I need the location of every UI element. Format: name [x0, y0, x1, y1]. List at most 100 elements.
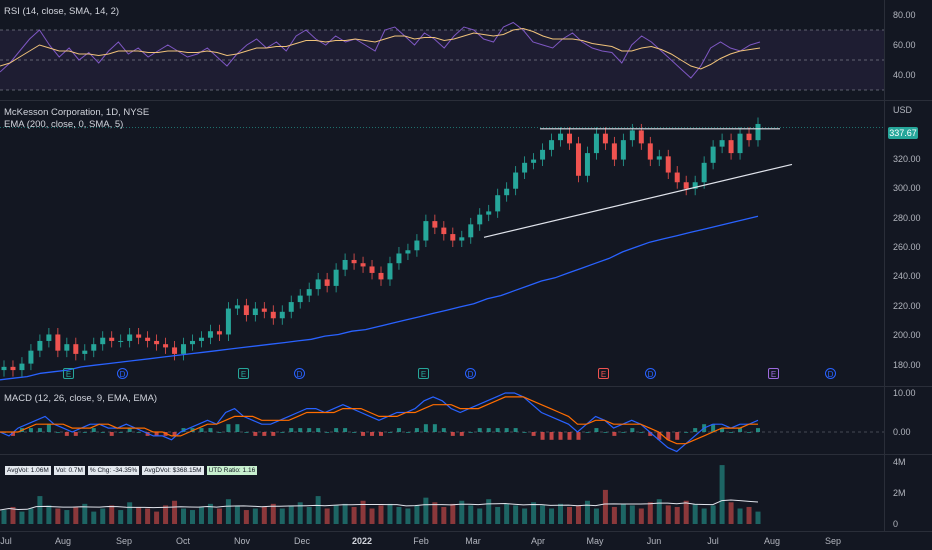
macd-histogram-bar	[361, 432, 366, 436]
earnings-marker[interactable]: E	[768, 368, 779, 379]
macd-histogram-bar	[711, 424, 716, 432]
macd-histogram-bar	[450, 432, 455, 436]
macd-histogram-bar	[325, 432, 330, 433]
candle-body	[28, 350, 34, 364]
candle-body	[405, 250, 411, 254]
candle-body	[1, 366, 7, 371]
candle-body	[522, 162, 528, 173]
pane-divider[interactable]	[0, 386, 932, 387]
candle-body	[306, 289, 312, 296]
volume-bar	[755, 511, 761, 524]
volume-bar	[136, 506, 142, 524]
rsi-tick: 40.00	[893, 70, 916, 80]
volume-bar	[540, 505, 546, 524]
macd-histogram-bar	[307, 428, 312, 432]
candle-body	[432, 221, 438, 228]
macd-histogram-bar	[585, 432, 590, 433]
volume-bar	[288, 505, 294, 524]
volume-bar	[405, 508, 411, 524]
candle-body	[46, 334, 52, 341]
volume-bar	[432, 502, 438, 524]
volume-bar	[10, 506, 16, 524]
volume-bar	[225, 499, 231, 524]
volume-bar	[46, 505, 52, 524]
time-tick: Apr	[530, 536, 546, 546]
volume-bar	[486, 499, 492, 524]
candle-body	[342, 259, 348, 270]
volume-bar	[656, 499, 662, 524]
macd-histogram-bar	[414, 428, 419, 432]
symbol-title: McKesson Corporation, 1D, NYSE	[4, 107, 150, 118]
volume-bar	[629, 505, 635, 524]
dividend-marker[interactable]: D	[117, 368, 128, 379]
volume-bar	[297, 502, 303, 524]
candle-body	[513, 172, 519, 189]
time-tick: Jun	[646, 536, 662, 546]
volume-bar	[531, 502, 537, 524]
macd-histogram-bar	[495, 428, 500, 432]
macd-histogram-bar	[28, 428, 33, 432]
macd-histogram-bar	[405, 432, 410, 433]
macd-histogram-bar	[217, 432, 222, 433]
dividend-marker[interactable]: D	[294, 368, 305, 379]
earnings-marker[interactable]: E	[598, 368, 609, 379]
volume-bar	[477, 508, 483, 524]
volume-pane[interactable]	[0, 455, 884, 531]
macd-histogram-bar	[136, 432, 141, 433]
volume-bar	[638, 508, 644, 524]
time-tick: 2022	[351, 536, 373, 546]
time-axis[interactable]	[0, 532, 884, 550]
earnings-marker[interactable]: E	[418, 368, 429, 379]
candle-body	[593, 133, 599, 154]
volume-bar	[28, 508, 34, 524]
candle-body	[73, 344, 79, 354]
macd-histogram-bar	[208, 428, 213, 432]
volume-bar	[746, 506, 752, 524]
time-tick: Dec	[293, 536, 311, 546]
candle-body	[737, 133, 743, 154]
rsi-sma-line	[0, 27, 761, 70]
volume-bar	[423, 497, 429, 524]
candle-body	[495, 195, 501, 212]
macd-histogram-bar	[504, 428, 509, 432]
pane-divider[interactable]	[0, 531, 932, 532]
macd-histogram-bar	[576, 432, 581, 440]
time-tick: Aug	[54, 536, 72, 546]
macd-histogram-bar	[55, 432, 60, 433]
rsi-axis[interactable]: 80.00 60.00 40.00	[884, 0, 932, 100]
pane-divider[interactable]	[0, 100, 932, 101]
candle-body	[297, 295, 303, 303]
dividend-marker[interactable]: D	[645, 368, 656, 379]
price-axis[interactable]: USD 320.00 300.00 280.00 260.00 240.00 2…	[884, 101, 932, 386]
earnings-marker[interactable]: E	[238, 368, 249, 379]
macd-axis[interactable]: 10.00 0.00	[884, 387, 932, 454]
candle-body	[154, 340, 160, 345]
rsi-pane[interactable]: RSI (14, close, SMA, 14, 2)	[0, 0, 884, 100]
dividend-marker[interactable]: D	[465, 368, 476, 379]
candle-body	[531, 159, 537, 163]
candle-body	[19, 363, 25, 371]
ema-line	[0, 215, 759, 381]
candle-body	[638, 130, 644, 144]
volume-axis[interactable]: 4M 2M 0	[884, 455, 932, 531]
dividend-marker[interactable]: D	[825, 368, 836, 379]
macd-histogram-bar	[46, 424, 51, 432]
volume-bar	[324, 508, 330, 524]
volume-bar	[387, 503, 393, 524]
macd-histogram-bar	[432, 424, 437, 432]
macd-tick: 10.00	[893, 388, 916, 398]
volume-bar	[459, 500, 465, 524]
macd-histogram-bar	[127, 428, 132, 432]
macd-histogram-bar	[118, 432, 123, 433]
candle-body	[279, 311, 285, 319]
macd-pane[interactable]: MACD (12, 26, close, 9, EMA, EMA)	[0, 387, 884, 454]
volume-bar	[37, 496, 43, 524]
time-tick: Jul	[0, 536, 12, 546]
pane-divider[interactable]	[0, 454, 932, 455]
candle-body	[387, 263, 393, 280]
earnings-marker[interactable]: E	[63, 368, 74, 379]
price-pane[interactable]: McKesson Corporation, 1D, NYSE EMA (200,…	[0, 101, 884, 386]
macd-histogram-bar	[423, 424, 428, 432]
time-tick: Feb	[413, 536, 429, 546]
volume-bar	[522, 508, 528, 524]
